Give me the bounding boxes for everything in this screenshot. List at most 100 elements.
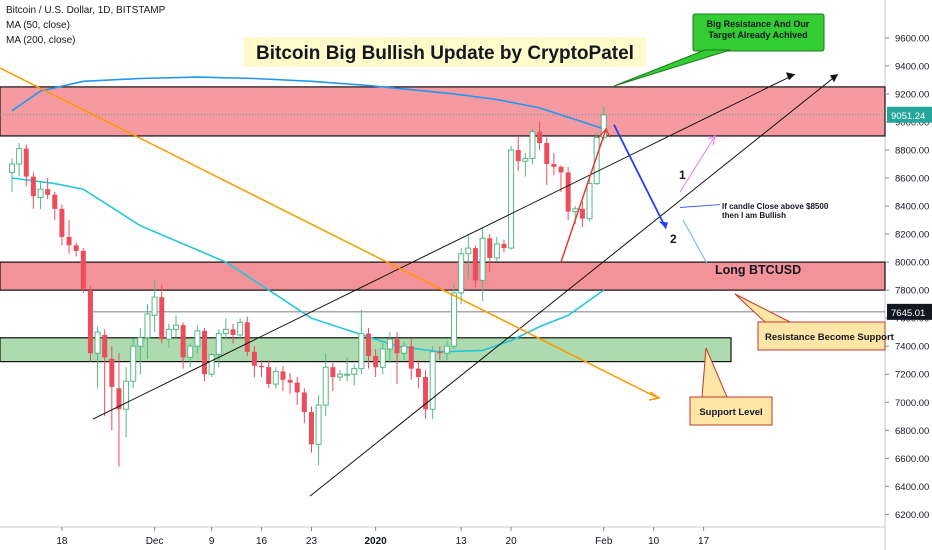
chart-title: Bitcoin Big Bullish Update by CryptoPate… <box>256 43 634 64</box>
target-note-text: Target Already Achived <box>708 30 807 40</box>
candle-body <box>287 379 293 383</box>
candle-body <box>144 313 151 339</box>
candle-body <box>272 370 279 385</box>
candle-body <box>458 253 465 294</box>
candle-body <box>45 189 51 195</box>
target-note-box <box>692 13 825 52</box>
candle-body <box>344 373 351 376</box>
support-level-box <box>689 396 773 426</box>
y-tick-label: 8800.00 <box>895 145 929 156</box>
support-level-pointer <box>701 347 728 398</box>
marker-price-label: 7645.01 <box>891 308 925 319</box>
candle-body <box>259 365 265 368</box>
y-tick-label: 8000.00 <box>895 258 929 269</box>
falling-trendline <box>0 67 659 399</box>
y-tick-label: 9200.00 <box>895 89 929 100</box>
lower-channel-arrow <box>830 74 838 83</box>
candle-body <box>202 330 208 375</box>
resistance-support-text: Resistance Become Support <box>765 332 895 343</box>
candle-body <box>493 243 500 259</box>
x-tick-label: 13 <box>456 536 468 547</box>
candle-body <box>429 351 436 410</box>
projection-down-line <box>682 219 708 264</box>
impulse-up-arrow <box>597 127 611 139</box>
lower-channel-line <box>309 73 839 497</box>
candle-body <box>94 331 101 354</box>
candle-body <box>9 163 15 173</box>
candle-body <box>394 339 400 354</box>
candle-body <box>558 166 564 173</box>
wave-label-2: 2 <box>670 232 677 246</box>
candle-body <box>123 380 130 410</box>
candle-body <box>172 324 179 330</box>
candle-body <box>565 172 571 212</box>
x-tick-label: 23 <box>306 536 318 547</box>
candle-body <box>222 328 229 335</box>
candle-body <box>336 373 343 378</box>
projection-up-arrow <box>707 135 716 146</box>
candle-body <box>151 296 158 316</box>
x-tick-label: Dec <box>146 536 164 547</box>
resistance-zone <box>0 86 886 137</box>
candle-body <box>529 131 536 159</box>
ma200-line <box>11 76 605 130</box>
candle-body <box>515 149 521 162</box>
impulse-down-arrow <box>659 221 668 229</box>
candle-body <box>408 346 414 369</box>
candle-body <box>23 148 29 177</box>
candle-body <box>437 351 443 354</box>
candle-body <box>266 367 272 385</box>
candle-body <box>351 368 358 375</box>
symbol-title: Bitcoin / U.S. Dollar, 1D, BITSTAMP <box>6 5 166 16</box>
falling-trendline-arrow <box>648 391 661 401</box>
candle-body <box>30 176 36 197</box>
x-tick-label: 18 <box>56 536 68 547</box>
candle-body <box>180 325 186 358</box>
candle-body <box>472 248 478 281</box>
candle-body <box>465 247 472 255</box>
candle-body <box>52 194 58 209</box>
y-tick-label: 9400.00 <box>895 61 929 72</box>
last-price-badge <box>887 106 932 123</box>
y-tick-label: 9000.00 <box>895 117 929 128</box>
candle-body <box>109 358 115 387</box>
candle-body <box>237 321 244 336</box>
candle-body <box>73 245 79 251</box>
candle-body <box>379 348 386 368</box>
candle-body <box>373 356 379 368</box>
candle-body <box>522 157 529 162</box>
candle-body <box>508 149 515 249</box>
candle-body <box>572 208 579 213</box>
candle-body <box>551 163 557 167</box>
candle-body <box>244 322 250 352</box>
wave-label-1: 1 <box>679 168 686 182</box>
candle-body <box>280 371 286 380</box>
target-note-pointer <box>613 49 731 87</box>
candle-body <box>479 237 486 281</box>
y-tick-label: 7000.00 <box>895 398 929 409</box>
target-note-text: Big Resistance And Our <box>707 19 810 29</box>
candle-body <box>586 183 593 220</box>
candle-body <box>130 345 137 382</box>
y-tick-label: 8400.00 <box>895 202 929 213</box>
candle-body <box>37 188 44 199</box>
candle-body <box>187 345 194 358</box>
bullish-note-text: then I am Bullish <box>722 211 786 220</box>
candle-body <box>165 328 172 340</box>
ma200-legend: MA (200, close) <box>6 35 76 46</box>
x-tick-label: 17 <box>698 536 710 547</box>
candle-body <box>301 392 307 413</box>
y-tick-label: 9600.00 <box>895 33 929 44</box>
candle-body <box>322 366 329 406</box>
marker-price-badge <box>887 303 932 320</box>
x-tick-label: 10 <box>648 536 660 547</box>
x-tick-label: 2020 <box>365 536 388 547</box>
candle-body <box>537 131 543 143</box>
candle-body <box>544 142 550 164</box>
candle-body <box>487 238 493 258</box>
candle-body <box>366 333 371 357</box>
impulse-down-line <box>613 124 667 229</box>
last-price-label: 9051.24 <box>891 111 925 122</box>
candle-body <box>215 333 222 356</box>
